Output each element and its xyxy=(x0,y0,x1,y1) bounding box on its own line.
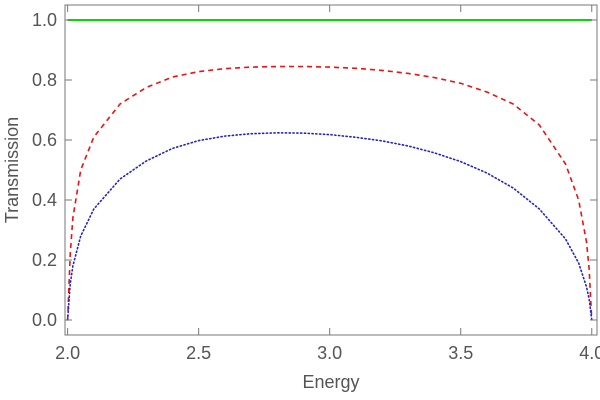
plot-frame xyxy=(64,4,598,336)
y-tick-label: 0.6 xyxy=(32,130,57,150)
y-tick-label: 0.0 xyxy=(32,310,57,330)
x-tick-label: 3.0 xyxy=(317,343,342,363)
y-tick-label: 1.0 xyxy=(32,10,57,30)
series-layer xyxy=(66,19,593,321)
x-tick-label: 2.0 xyxy=(55,343,80,363)
y-axis-title: Transmission xyxy=(2,117,22,223)
y-tick-label: 0.2 xyxy=(32,250,57,270)
x-axis-title: Energy xyxy=(302,372,359,392)
y-tick-label: 0.8 xyxy=(32,70,57,90)
y-tick-label: 0.4 xyxy=(32,190,57,210)
x-tick-label: 3.5 xyxy=(448,343,473,363)
ticks-layer: 2.0 2.5 3.0 3.5 4.0 0.0 0.2 0.4 0.6 0.8 1.0 xyxy=(32,5,600,363)
series-line-dashed-red xyxy=(66,65,593,321)
x-tick-label: 4.0 xyxy=(579,343,600,363)
series-line-dotted-blue xyxy=(66,132,593,321)
x-tick-label: 2.5 xyxy=(186,343,211,363)
